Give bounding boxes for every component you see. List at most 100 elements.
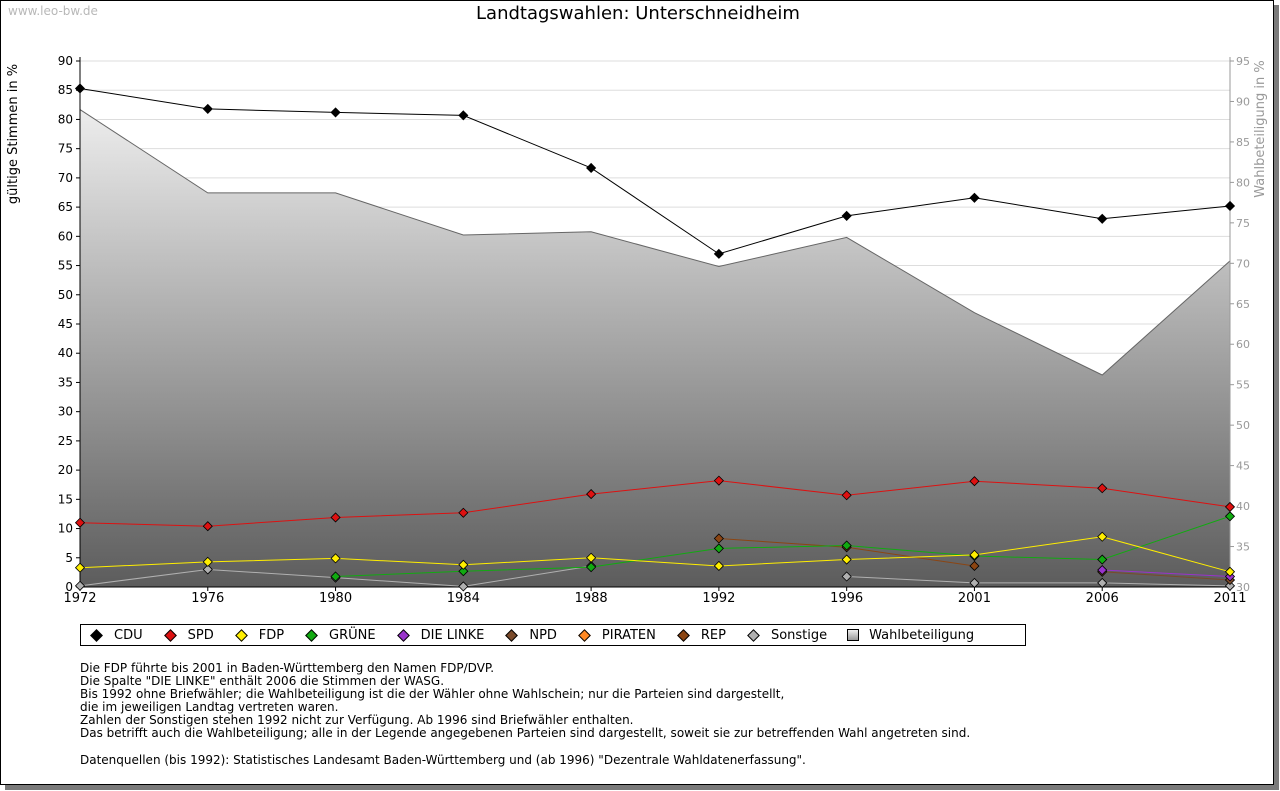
data-point-fdp: [1224, 566, 1236, 577]
legend-item: GRÜNE: [304, 628, 376, 643]
legend-item: DIE LINKE: [396, 628, 484, 643]
legend-item: FDP: [234, 628, 284, 643]
y-tick-label: 25: [58, 434, 73, 448]
legend-label: GRÜNE: [329, 627, 376, 643]
legend-item: REP: [676, 628, 726, 643]
notes: Die FDP führte bis 2001 in Baden-Württem…: [80, 662, 970, 740]
data-point-cdu: [458, 110, 469, 121]
note-line: die im jeweiligen Landtag vertreten ware…: [80, 700, 339, 714]
legend-label: FDP: [258, 627, 285, 643]
data-point-spd: [841, 490, 852, 501]
data-point-spd: [330, 512, 341, 523]
x-tick-label: 2001: [958, 591, 991, 606]
legend-diamond-icon: [234, 628, 248, 642]
turnout-line: [79, 109, 1231, 376]
y2-tick-label: 60: [1236, 338, 1250, 351]
data-point-cdu: [74, 83, 86, 94]
data-point-spd: [1097, 483, 1108, 494]
data-point-gr-ne: [841, 540, 852, 551]
y2-tick-label: 55: [1236, 379, 1250, 392]
y2-tick-label: 95: [1236, 55, 1250, 68]
y-tick-label: 40: [58, 346, 73, 360]
note-line: Die FDP führte bis 2001 in Baden-Württem…: [80, 661, 495, 675]
data-point-fdp: [841, 554, 852, 565]
data-point-sonstige: [1097, 577, 1108, 588]
legend-item: NPD: [504, 628, 557, 643]
data-point-cdu: [586, 162, 597, 174]
data-point-fdp: [330, 553, 341, 564]
legend-diamond-icon: [396, 628, 410, 642]
y-tick-label: 85: [58, 83, 73, 97]
data-point-fdp: [586, 552, 597, 563]
y2-axis-title: Wahlbeteiligung in %: [1253, 60, 1268, 197]
y-tick-label: 35: [58, 375, 73, 389]
data-point-cdu: [330, 107, 341, 118]
x-tick-label: 1988: [575, 591, 608, 606]
legend-label: SPD: [187, 627, 214, 643]
legend-label: NPD: [529, 627, 557, 643]
data-point-fdp: [1097, 531, 1108, 542]
data-point-spd: [969, 476, 980, 487]
series-line-cdu: [79, 87, 1231, 255]
y2-tick-label: 35: [1236, 541, 1250, 554]
series-line-spd: [79, 480, 1231, 527]
data-point-die-linke: [1097, 564, 1108, 576]
data-point-sonstige: [841, 571, 852, 582]
series-line-die-linke: [1102, 569, 1231, 577]
legend-label: PIRATEN: [601, 627, 656, 643]
legend-diamond-icon: [747, 628, 760, 642]
legend-label: Wahlbeteiligung: [869, 627, 975, 643]
data-point-spd: [202, 521, 213, 532]
data-point-spd: [586, 489, 597, 500]
y-tick-label: 30: [58, 405, 73, 419]
watermark: www.leo-bw.de: [8, 4, 98, 18]
y2-tick-label: 45: [1236, 460, 1250, 473]
y2-tick-label: 85: [1236, 136, 1250, 149]
legend-diamond-icon: [505, 628, 519, 642]
y2-tick-label: 90: [1236, 95, 1250, 108]
y-tick-label: 75: [58, 142, 73, 156]
note-line: Zahlen der Sonstigen stehen 1992 nicht z…: [80, 713, 634, 727]
y-tick-label: 60: [58, 229, 73, 243]
y-tick-label: 0: [65, 580, 73, 594]
y-tick-label: 55: [58, 259, 73, 273]
x-tick-label: 1976: [191, 591, 224, 606]
data-point-sonstige: [969, 577, 980, 588]
x-tick-label: 2006: [1086, 591, 1119, 606]
data-point-gr-ne: [458, 566, 469, 577]
turnout-area: [80, 109, 1230, 588]
note-line: Bis 1992 ohne Briefwähler; die Wahlbetei…: [80, 687, 785, 701]
y-tick-label: 90: [58, 54, 73, 68]
data-point-fdp: [74, 562, 86, 573]
data-point-cdu: [713, 248, 724, 259]
y2-tick-label: 40: [1236, 500, 1250, 513]
data-point-fdp: [713, 560, 724, 572]
series-line-npd: [1102, 571, 1231, 581]
y2-tick-label: 80: [1236, 176, 1250, 189]
data-point-cdu: [202, 103, 213, 114]
x-tick-label: 1992: [702, 591, 735, 606]
y-axis-title: gültige Stimmen in %: [6, 64, 21, 204]
data-point-gr-ne: [1097, 554, 1108, 565]
data-point-cdu: [969, 192, 980, 203]
legend-square-icon: [847, 629, 860, 641]
y2-tick-label: 70: [1236, 257, 1250, 270]
data-source: Datenquellen (bis 1992): Statistisches L…: [80, 753, 806, 767]
data-point-gr-ne: [586, 562, 597, 573]
legend-diamond-icon: [90, 628, 103, 642]
y2-tick-label: 30: [1236, 581, 1250, 594]
y-tick-label: 80: [58, 112, 73, 126]
y2-tick-label: 50: [1236, 419, 1250, 432]
note-line: Die Spalte "DIE LINKE" enthält 2006 die …: [80, 674, 445, 688]
data-point-spd: [1224, 501, 1236, 512]
note-line: Das betrifft auch die Wahlbeteiligung; a…: [80, 726, 971, 740]
legend-label: CDU: [114, 627, 143, 643]
chart-title: Landtagswahlen: Unterschneidheim: [476, 3, 800, 24]
data-point-fdp: [202, 556, 213, 567]
series-line-gr-ne: [335, 515, 1231, 577]
y-tick-label: 45: [58, 317, 73, 331]
y-tick-label: 15: [58, 492, 73, 506]
legend-diamond-icon: [163, 628, 177, 642]
x-tick-label: 1972: [63, 591, 96, 606]
chart-plot: 0 5 10 15 20 25 30 35 40 45 50 55 60 65 70 75 80 85 90 30 35…: [6, 54, 1268, 606]
